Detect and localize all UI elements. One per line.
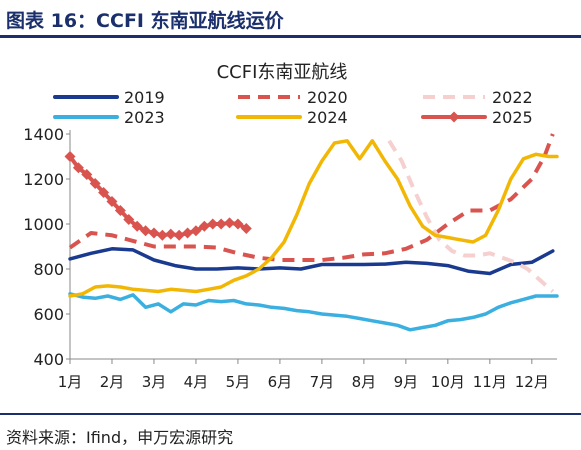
series-point-2025 [123, 214, 135, 225]
series-layer [64, 133, 559, 332]
series-point-2025 [173, 229, 185, 241]
series-point-2025 [106, 196, 118, 207]
series-point-2025 [165, 228, 177, 240]
series-line-2019 [68, 247, 555, 276]
x-tick-label: 5月 [226, 373, 251, 391]
x-tick-label: 1月 [58, 373, 83, 391]
x-tick-label: 9月 [394, 373, 419, 391]
series-point-2025 [131, 220, 143, 232]
series-point-2025 [207, 218, 219, 230]
y-tick-label: 400 [33, 350, 64, 369]
x-tick-label: 8月 [352, 373, 377, 391]
series-point-2025 [114, 205, 126, 216]
footer-rule [0, 413, 581, 415]
x-tick-label: 12月 [515, 373, 549, 391]
series-point-2025 [182, 227, 194, 239]
figure-header: 图表 16：CCFI 东南亚航线运价 [0, 0, 581, 40]
axes: 400 600 800 1000 1200 1400 1月 2月 3月 4月 5月 6月 7月 8月 9月 1… [23, 125, 557, 391]
series-point-2025 [98, 187, 110, 198]
x-tick-label: 11月 [473, 373, 507, 391]
series-point-2025 [224, 217, 236, 229]
series-point-2025 [232, 218, 244, 230]
series-line-2022 [387, 139, 555, 293]
series-point-2025 [72, 162, 84, 174]
series-point-2025 [156, 229, 168, 241]
x-tick-label: 6月 [268, 373, 293, 391]
x-tick-label: 2月 [100, 373, 125, 391]
legend-label-2020: 2020 [307, 88, 348, 107]
x-tick-label: 4月 [184, 373, 209, 391]
y-tick-label: 1200 [23, 170, 64, 189]
legend-label-2024: 2024 [307, 108, 348, 127]
y-tick-label: 600 [33, 305, 64, 324]
legend-label-2022: 2022 [492, 88, 533, 107]
series-point-2025 [64, 151, 76, 162]
x-tick-label: 7月 [310, 373, 335, 391]
series-point-2025 [198, 220, 210, 232]
figure-title: 图表 16：CCFI 东南亚航线运价 [6, 10, 284, 32]
series-point-2025 [140, 225, 152, 237]
series-point-2025 [81, 169, 93, 180]
y-tick-label: 1000 [23, 215, 64, 234]
y-tick-label: 1400 [23, 125, 64, 144]
series-line-2024 [68, 139, 559, 298]
series-point-2025 [240, 223, 252, 234]
legend-marker-2025 [448, 111, 460, 123]
legend: 2019 2020 2022 2023 2024 2025 [53, 88, 533, 127]
header-rule [0, 35, 581, 38]
series-line-2020 [68, 133, 555, 262]
x-tick-label: 10月 [431, 373, 465, 391]
line-chart: CCFI东南亚航线 2019 2020 2022 2023 2024 2025 400 60… [23, 62, 559, 391]
legend-label-2023: 2023 [124, 108, 165, 127]
legend-label-2019: 2019 [124, 88, 165, 107]
series-point-2025 [190, 225, 202, 237]
y-tick-label: 800 [33, 260, 64, 279]
figure-source: 资料来源：Ifind，申万宏源研究 [6, 428, 234, 447]
series-point-2025 [89, 178, 101, 189]
chart-title: CCFI东南亚航线 [217, 62, 348, 83]
legend-label-2025: 2025 [492, 108, 533, 127]
series-point-2025 [148, 227, 160, 239]
series-point-2025 [215, 218, 227, 230]
x-tick-label: 3月 [142, 373, 167, 391]
series-line-2023 [68, 292, 559, 332]
